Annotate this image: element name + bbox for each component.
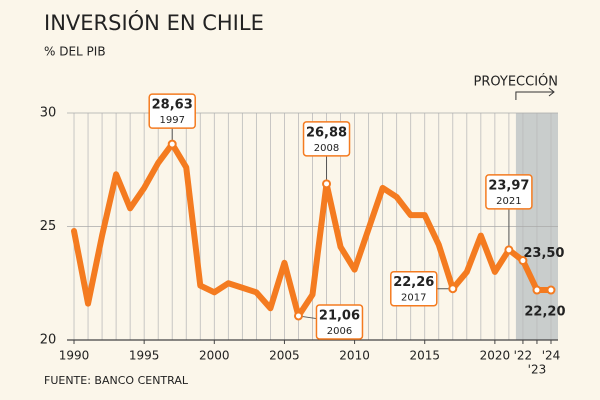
point (322, 179, 332, 189)
point (504, 245, 514, 255)
point (546, 285, 556, 295)
x-tick-label: 2000 (199, 349, 230, 363)
data-label-year: 2021 (496, 196, 521, 207)
data-label: 26,88 (306, 125, 347, 140)
point (293, 311, 303, 321)
callout-box (485, 174, 533, 210)
data-label: 28,63 (152, 98, 193, 113)
data-label: 23,97 (488, 178, 529, 193)
data-label-year: 2017 (401, 293, 426, 304)
y-tick-label: 25 (40, 219, 57, 234)
x-tick-label: 2010 (339, 349, 370, 363)
x-tick-label: 2005 (269, 349, 300, 363)
x-tick-label: '23 (528, 363, 547, 377)
y-tick-label: 20 (40, 333, 57, 348)
chart-subtitle: % DEL PIB (44, 45, 106, 59)
x-tick-label: 1990 (59, 349, 90, 363)
data-label: 21,06 (319, 308, 360, 323)
point (167, 139, 177, 149)
y-tick-label: 30 (40, 106, 57, 121)
callout-box (302, 121, 351, 157)
x-tick-label: '24 (542, 349, 561, 363)
point (518, 256, 528, 266)
callout-box (315, 304, 364, 340)
point (448, 284, 458, 294)
projection-label: PROYECCIÓN (474, 74, 559, 90)
data-label: 23,50 (523, 246, 564, 261)
source: FUENTE: BANCO CENTRAL (44, 374, 189, 387)
data-label-year: 1997 (159, 115, 184, 126)
line (71, 141, 554, 319)
x-tick-label: 2015 (409, 349, 440, 363)
x-tick-label: 2020 (480, 349, 511, 363)
point (532, 285, 542, 295)
data-label: 22,26 (393, 275, 434, 290)
x-tick-label: '22 (514, 349, 533, 363)
x-tick-label: 1995 (129, 349, 160, 363)
callout-box (148, 93, 196, 129)
callout-box (390, 270, 438, 307)
chart-title: INVERSIÓN EN CHILE (44, 10, 264, 35)
projection-arrow (515, 87, 555, 100)
data-label-year: 2006 (327, 326, 352, 337)
data-label-year: 2008 (314, 143, 339, 154)
data-label: 22,20 (524, 305, 565, 320)
